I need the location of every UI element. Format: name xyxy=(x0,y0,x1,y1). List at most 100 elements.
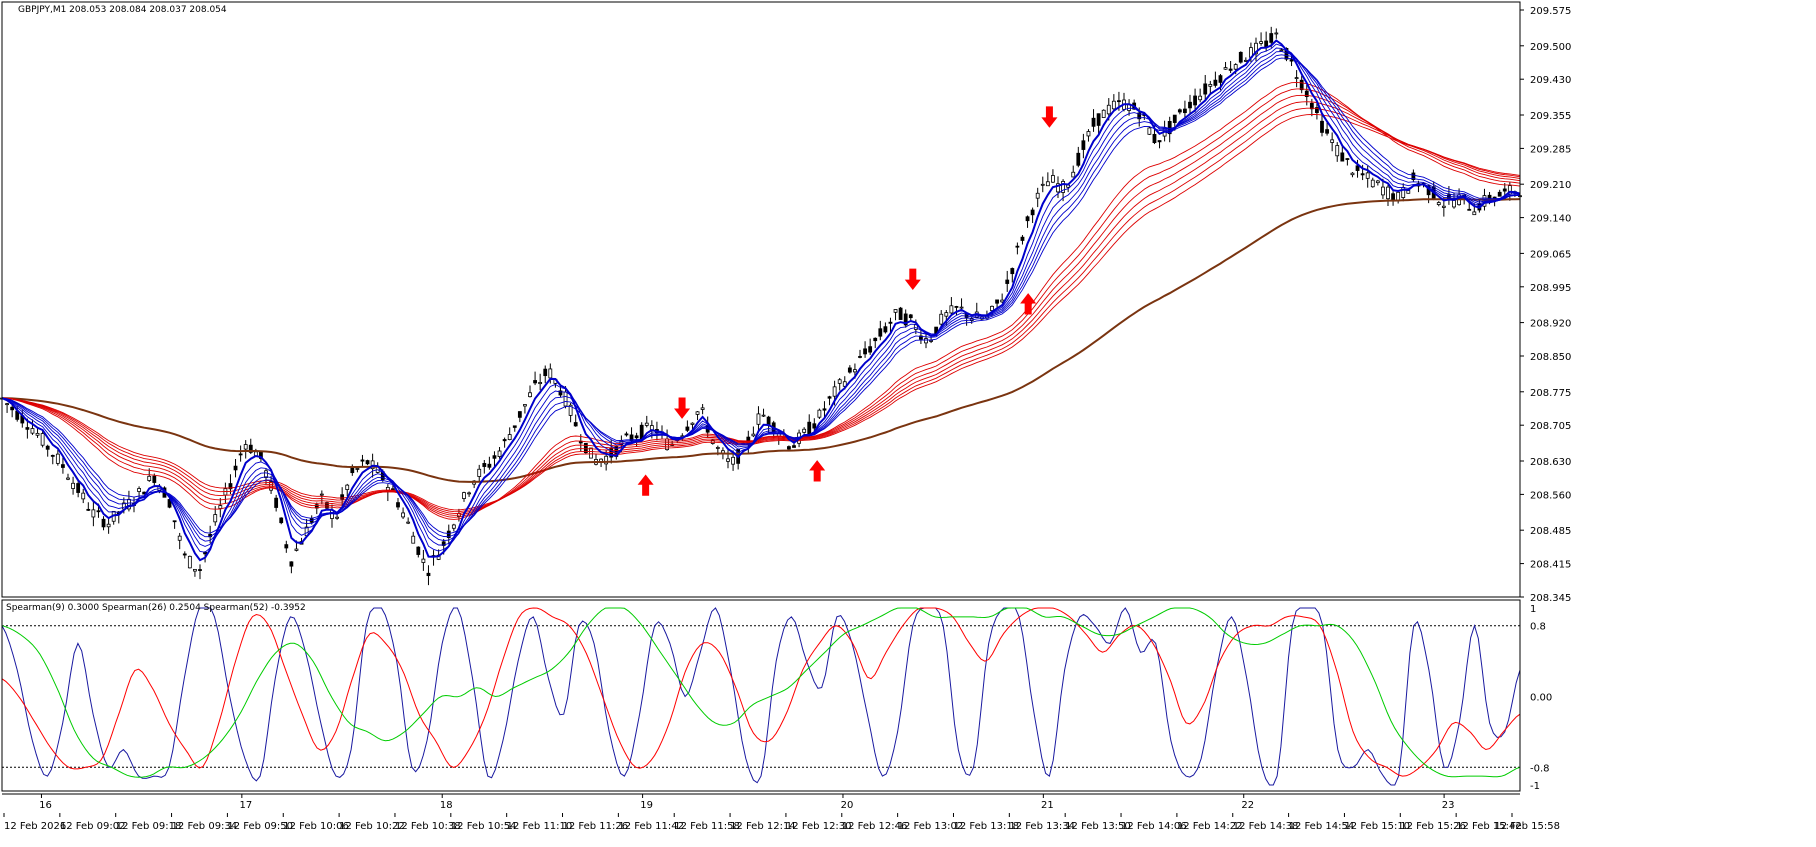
candle-body xyxy=(1117,100,1121,103)
candle-body xyxy=(629,434,634,441)
candle-body xyxy=(487,463,492,468)
candle-body xyxy=(1274,32,1279,35)
candle-body xyxy=(1309,102,1314,110)
candle-body xyxy=(416,546,421,555)
candle-body xyxy=(81,492,86,500)
price-axis-label: 208.630 xyxy=(1530,457,1571,468)
candle-body xyxy=(893,309,898,313)
candle-body xyxy=(467,492,471,495)
candle-body xyxy=(1091,117,1096,127)
time-label: 12 Feb 10:06 xyxy=(283,821,349,832)
candle-body xyxy=(751,433,756,437)
candle-body xyxy=(360,459,365,462)
time-label: 12 Feb 12:14 xyxy=(730,821,796,832)
candle-body xyxy=(792,445,796,448)
time-label: 12 Feb 13:34 xyxy=(1009,821,1075,832)
candle-body xyxy=(1101,109,1106,118)
candle-body xyxy=(832,386,837,397)
candle-body xyxy=(462,492,466,499)
candle-body xyxy=(106,523,111,528)
candle-body xyxy=(1502,188,1507,192)
candle-body xyxy=(543,368,548,377)
candle-body xyxy=(1177,109,1182,113)
candle-body xyxy=(10,406,15,411)
candle-body xyxy=(558,390,563,396)
time-label: 12 Feb 11:42 xyxy=(618,821,684,832)
time-label: 12 Feb 15:58 xyxy=(1494,821,1560,832)
candle-body xyxy=(1213,79,1218,86)
candle-body xyxy=(1061,180,1065,193)
candle-body xyxy=(700,407,705,410)
candle-body xyxy=(756,413,761,425)
candle-body xyxy=(853,369,857,373)
candle-body xyxy=(289,561,294,567)
candle-body xyxy=(1208,84,1213,87)
candle-body xyxy=(365,460,370,465)
candle-body xyxy=(61,464,65,468)
sell-arrow-icon xyxy=(674,397,691,419)
candle-body xyxy=(1254,42,1258,55)
price-axis-label: 209.355 xyxy=(1530,111,1571,122)
price-axis-label: 209.065 xyxy=(1530,249,1571,260)
candle-body xyxy=(279,517,284,524)
candle-body xyxy=(1010,268,1015,275)
candle-body xyxy=(198,569,202,571)
candle-body xyxy=(1370,179,1375,188)
moving-averages xyxy=(1,39,1521,562)
price-axis-label: 208.415 xyxy=(1530,560,1571,571)
day-label: 20 xyxy=(841,800,854,811)
day-label: 18 xyxy=(440,800,453,811)
candle-body xyxy=(990,305,994,311)
candle-body xyxy=(802,428,807,433)
time-label: 12 Feb 11:10 xyxy=(507,821,573,832)
time-label: 12 Feb 2026 xyxy=(4,821,66,832)
candle-body xyxy=(715,447,720,449)
candle-body xyxy=(883,326,888,333)
candle-body xyxy=(817,409,822,418)
candle-body xyxy=(1193,95,1197,106)
candle-body xyxy=(1096,113,1101,126)
indicator-pane-title: Spearman(9) 0.3000 Spearman(26) 0.2504 S… xyxy=(6,603,306,613)
candle-body xyxy=(878,328,883,337)
spearman-line-Spearman9 xyxy=(1,607,1521,786)
candle-body xyxy=(345,484,350,490)
fast-ma-line xyxy=(1,51,1521,542)
candle-body xyxy=(1279,49,1284,52)
candle-body xyxy=(147,475,152,481)
price-pane-border xyxy=(1,1,1521,598)
candle-body xyxy=(1441,205,1446,208)
candle-body xyxy=(1391,193,1395,201)
fast-ma-line xyxy=(1,43,1521,553)
candle-body xyxy=(406,521,411,524)
spearman-pane[interactable] xyxy=(1,607,1521,786)
candle-body xyxy=(873,337,878,342)
candle-body xyxy=(1294,77,1299,79)
candle-body xyxy=(1345,158,1350,160)
candle-body xyxy=(787,446,791,450)
price-pane[interactable] xyxy=(0,26,1522,586)
indicator-axis-label: 0.8 xyxy=(1530,622,1546,633)
candle-body xyxy=(1071,171,1076,178)
candle-body xyxy=(446,530,451,538)
day-label: 16 xyxy=(39,800,52,811)
candle-body xyxy=(482,463,487,467)
candle-body xyxy=(812,423,817,429)
candle-body xyxy=(350,467,355,474)
buy-arrow-icon xyxy=(637,474,654,496)
candle-body xyxy=(538,382,543,385)
candle-body xyxy=(1467,208,1472,211)
candle-body xyxy=(517,411,522,418)
candle-body xyxy=(1076,152,1081,166)
candle-body xyxy=(340,494,345,500)
slow-ma-line xyxy=(1,101,1521,514)
time-label: 12 Feb 13:18 xyxy=(953,821,1019,832)
candle-body xyxy=(25,427,30,430)
candle-body xyxy=(573,422,578,427)
slow-ma-line xyxy=(1,94,1521,516)
candle-body xyxy=(137,488,141,492)
candle-body xyxy=(1411,172,1416,181)
candle-body xyxy=(477,468,482,477)
candle-body xyxy=(1233,64,1238,70)
candle-body xyxy=(898,307,903,320)
candle-body xyxy=(868,346,873,353)
